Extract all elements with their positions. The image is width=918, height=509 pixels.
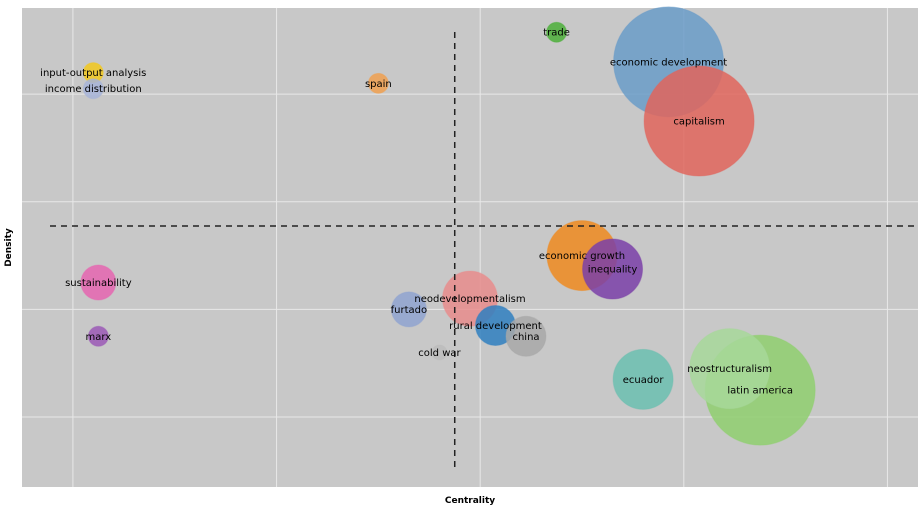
- bubbles: [80, 6, 816, 446]
- bubble: [546, 21, 568, 43]
- y-axis-title: Density: [4, 228, 14, 267]
- bubble: [643, 65, 755, 177]
- bubble: [367, 72, 389, 94]
- bubble: [612, 348, 674, 410]
- bubble-label: economic growth: [539, 251, 625, 262]
- bubble-label: ecuador: [623, 375, 665, 386]
- bubble: [87, 325, 109, 347]
- bubble-label: trade: [543, 28, 570, 39]
- reference-lines: [50, 32, 918, 467]
- bubble-label: economic development: [610, 57, 727, 68]
- bubble-label: input-output analysis: [40, 68, 146, 79]
- bubble-label: rural development: [449, 321, 542, 332]
- bubble-label: income distribution: [45, 84, 142, 95]
- bubble-label: china: [512, 332, 539, 343]
- bubble-label: sustainability: [65, 278, 132, 289]
- bubble-label: capitalism: [673, 117, 724, 128]
- bubble-label: inequality: [588, 265, 638, 276]
- bubble-label: neostructuralism: [687, 364, 772, 375]
- bubble: [390, 291, 427, 328]
- bubble-label: neodevelopmentalism: [414, 294, 525, 305]
- bubble-label: furtado: [391, 305, 427, 316]
- x-axis-title: Centrality: [445, 496, 495, 506]
- bubble-label: spain: [365, 79, 392, 90]
- bubble-label: cold war: [418, 348, 461, 359]
- bubble-label: marx: [86, 332, 112, 343]
- bubble: [80, 264, 117, 301]
- bubble: [431, 344, 448, 361]
- bubble: [505, 315, 547, 357]
- bubble: [689, 328, 771, 410]
- bubble: [82, 78, 104, 100]
- bubble: [582, 238, 644, 300]
- bubble-labels: trade economic development capitalism input…: [40, 28, 793, 397]
- bubble-label: latin america: [727, 386, 793, 397]
